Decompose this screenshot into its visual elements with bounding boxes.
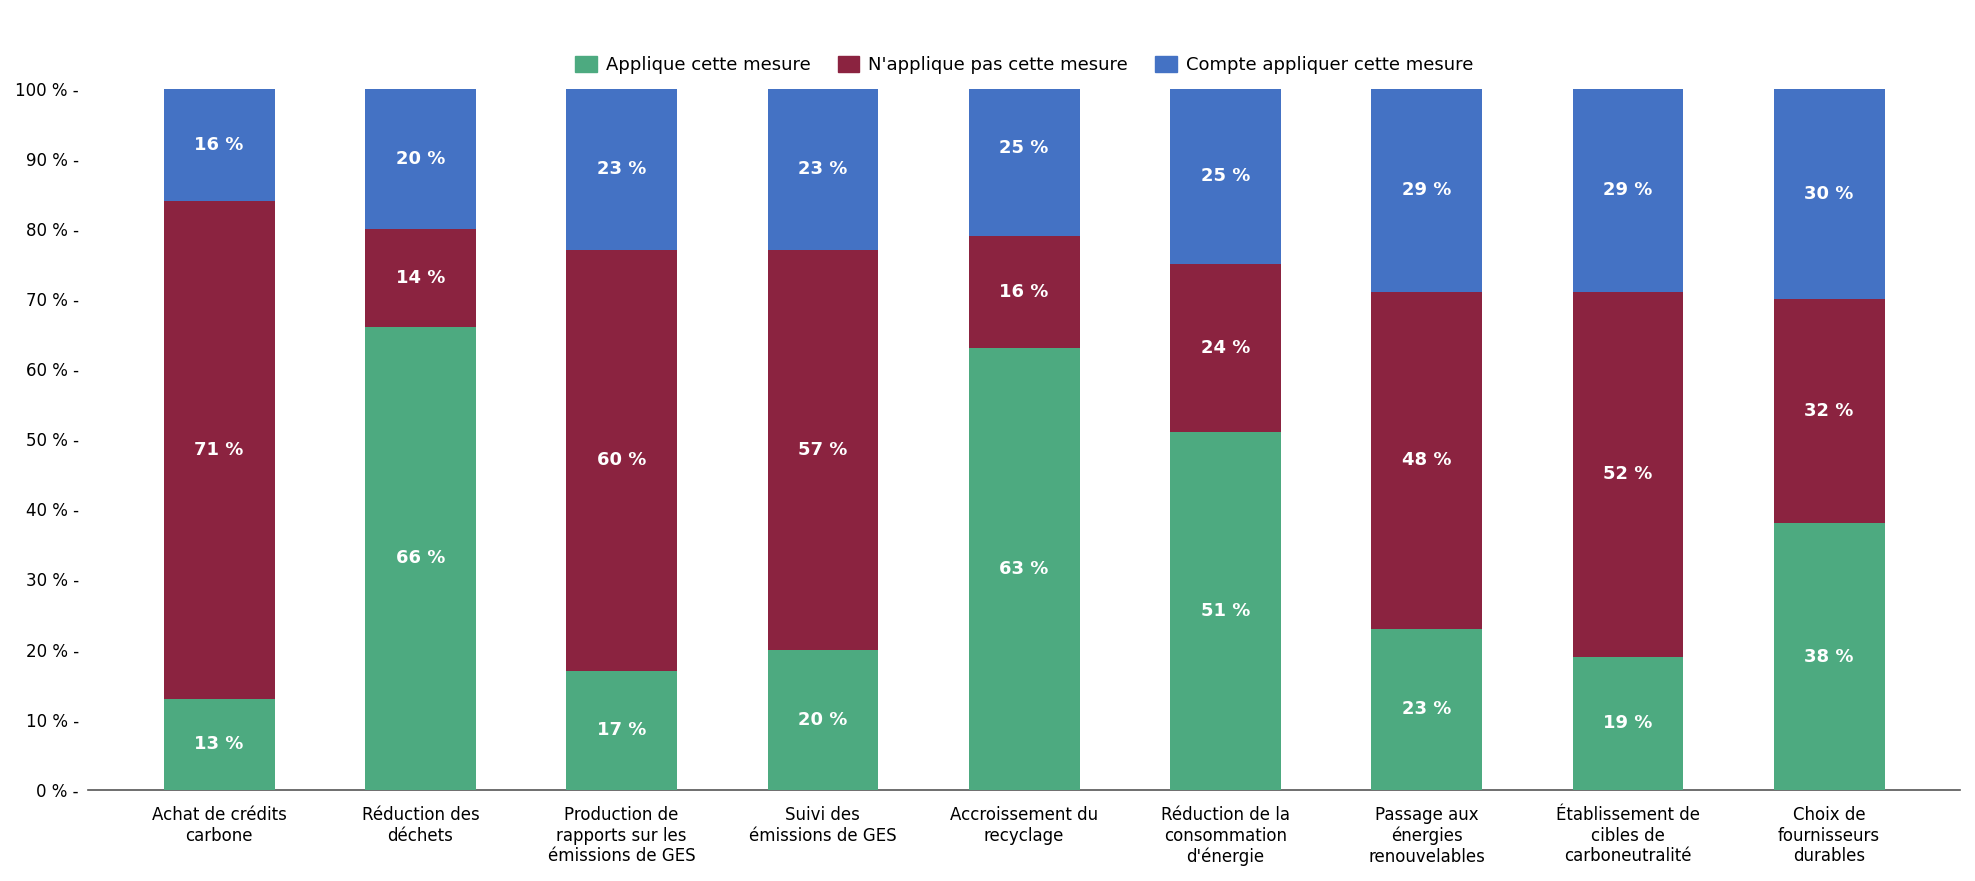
- Bar: [365, 89, 476, 229]
- Bar: [1169, 433, 1280, 790]
- Text: 13 %: 13 %: [194, 736, 243, 753]
- Text: 16 %: 16 %: [999, 283, 1049, 301]
- Text: 63 %: 63 %: [999, 560, 1049, 578]
- Text: 17 %: 17 %: [596, 722, 646, 739]
- Text: 51 %: 51 %: [1201, 602, 1250, 620]
- Bar: [1572, 656, 1683, 790]
- Bar: [1774, 299, 1884, 523]
- Text: 23 %: 23 %: [596, 160, 646, 178]
- Bar: [1169, 264, 1280, 433]
- Text: 19 %: 19 %: [1604, 714, 1653, 732]
- Bar: [1774, 89, 1884, 299]
- Text: 30 %: 30 %: [1805, 185, 1855, 203]
- Bar: [1371, 292, 1481, 628]
- Bar: [365, 229, 476, 327]
- Text: 20 %: 20 %: [395, 150, 444, 167]
- Text: 29 %: 29 %: [1402, 181, 1452, 199]
- Bar: [1572, 89, 1683, 292]
- Bar: [567, 670, 677, 790]
- Bar: [1371, 628, 1481, 790]
- Text: 25 %: 25 %: [999, 139, 1049, 158]
- Bar: [970, 236, 1080, 348]
- Text: 25 %: 25 %: [1201, 167, 1250, 185]
- Text: 48 %: 48 %: [1402, 451, 1452, 470]
- Bar: [1572, 292, 1683, 656]
- Text: 23 %: 23 %: [798, 160, 847, 178]
- Text: 60 %: 60 %: [596, 451, 646, 470]
- Bar: [164, 89, 275, 201]
- Text: 52 %: 52 %: [1604, 465, 1653, 484]
- Bar: [768, 250, 879, 649]
- Bar: [164, 201, 275, 699]
- Bar: [1371, 89, 1481, 292]
- Text: 23 %: 23 %: [1402, 700, 1452, 718]
- Bar: [768, 89, 879, 250]
- Bar: [1169, 89, 1280, 264]
- Bar: [970, 61, 1080, 236]
- Text: 38 %: 38 %: [1805, 648, 1855, 666]
- Bar: [768, 649, 879, 790]
- Bar: [567, 250, 677, 670]
- Text: 57 %: 57 %: [798, 440, 847, 459]
- Text: 32 %: 32 %: [1805, 403, 1855, 420]
- Text: 16 %: 16 %: [194, 136, 243, 154]
- Text: 29 %: 29 %: [1604, 181, 1653, 199]
- Bar: [1774, 523, 1884, 790]
- Text: 20 %: 20 %: [798, 711, 847, 729]
- Legend: Applique cette mesure, N'applique pas cette mesure, Compte appliquer cette mesur: Applique cette mesure, N'applique pas ce…: [569, 48, 1481, 81]
- Text: 14 %: 14 %: [395, 269, 444, 287]
- Bar: [365, 327, 476, 790]
- Text: 66 %: 66 %: [395, 550, 444, 567]
- Bar: [567, 89, 677, 250]
- Text: 71 %: 71 %: [194, 440, 243, 459]
- Bar: [164, 699, 275, 790]
- Bar: [970, 348, 1080, 790]
- Text: 24 %: 24 %: [1201, 339, 1250, 357]
